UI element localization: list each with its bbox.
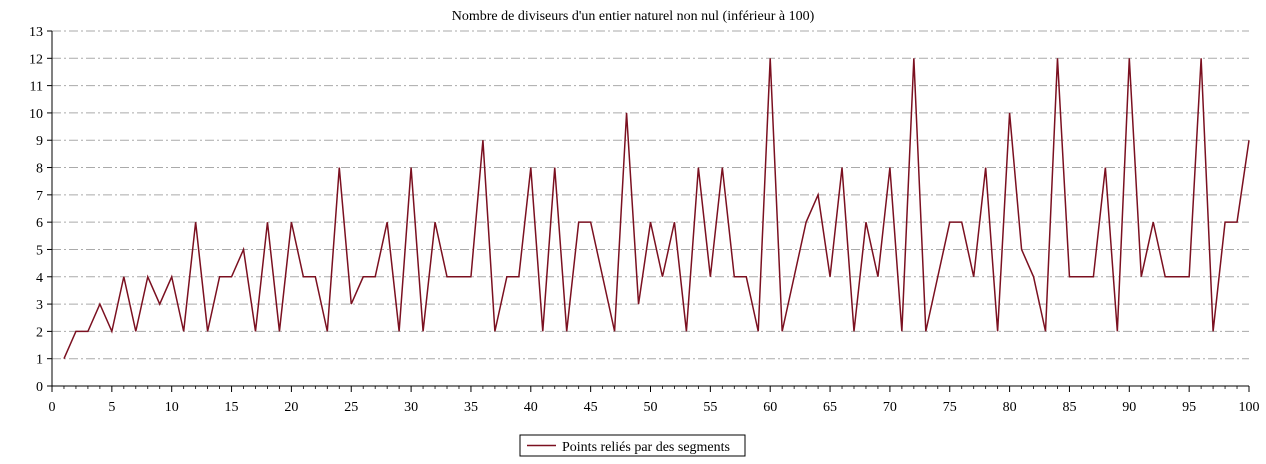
series-layer xyxy=(63,58,1250,359)
x-tick-label-40: 40 xyxy=(524,400,538,415)
x-tick-label-75: 75 xyxy=(943,400,957,415)
x-tick-label-80: 80 xyxy=(1003,400,1017,415)
x-tick-label-70: 70 xyxy=(883,400,897,415)
x-tick-label-5: 5 xyxy=(108,400,115,415)
x-tick-label-35: 35 xyxy=(464,400,478,415)
y-tick-label-1: 1 xyxy=(36,353,43,368)
x-tick-label-15: 15 xyxy=(225,400,239,415)
x-tick-label-85: 85 xyxy=(1062,400,1076,415)
x-tick-label-100: 100 xyxy=(1239,400,1260,415)
legend: Points reliés par des segments xyxy=(519,434,746,457)
series-line-0 xyxy=(63,58,1250,359)
y-tick-label-4: 4 xyxy=(36,271,43,286)
x-tick-label-30: 30 xyxy=(404,400,418,415)
axes xyxy=(47,30,1250,392)
y-tick-label-3: 3 xyxy=(36,298,43,313)
x-tick-label-0: 0 xyxy=(49,400,56,415)
y-tick-label-9: 9 xyxy=(36,134,43,149)
chart-title: Nombre de diviseurs d'un entier naturel … xyxy=(452,9,815,24)
y-tick-label-12: 12 xyxy=(29,52,43,67)
x-tick-label-90: 90 xyxy=(1122,400,1136,415)
y-tick-label-0: 0 xyxy=(36,380,43,395)
legend-box xyxy=(519,434,746,457)
x-tick-label-45: 45 xyxy=(584,400,598,415)
y-tick-label-8: 8 xyxy=(36,162,43,177)
y-tick-label-7: 7 xyxy=(36,189,43,204)
y-tick-label-5: 5 xyxy=(36,243,43,258)
x-tick-label-95: 95 xyxy=(1182,400,1196,415)
y-tick-label-11: 11 xyxy=(30,80,43,95)
x-tick-label-50: 50 xyxy=(644,400,658,415)
y-tick-label-13: 13 xyxy=(29,25,43,40)
x-tick-label-60: 60 xyxy=(763,400,777,415)
legend-label: Points reliés par des segments xyxy=(562,440,730,455)
x-tick-label-55: 55 xyxy=(703,400,717,415)
grid-lines xyxy=(52,30,1249,360)
x-tick-label-25: 25 xyxy=(344,400,358,415)
y-tick-label-6: 6 xyxy=(36,216,43,231)
x-tick-label-65: 65 xyxy=(823,400,837,415)
y-tick-label-2: 2 xyxy=(36,325,43,340)
y-tick-label-10: 10 xyxy=(29,107,43,122)
x-tick-label-10: 10 xyxy=(165,400,179,415)
x-tick-label-20: 20 xyxy=(284,400,298,415)
